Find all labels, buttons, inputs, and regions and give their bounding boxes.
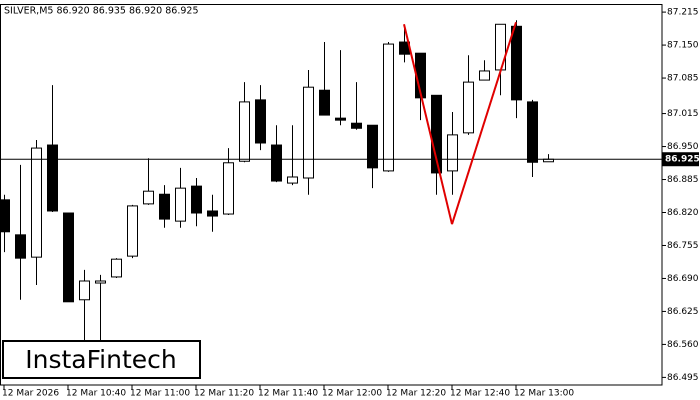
y-tick-label: 87.150 [667,41,699,51]
x-tick-label: 12 Mar 11:00 [130,389,190,399]
candle-body [303,86,314,179]
candle-body [527,101,538,163]
candle-body [447,134,458,172]
x-tick-label: 12 Mar 11:40 [258,389,318,399]
candle-body [63,212,74,303]
y-tick-label: 86.755 [667,241,699,251]
candle-body [479,70,490,81]
candle-body [159,193,170,220]
y-tick-label: 87.015 [667,109,699,119]
candle-body [351,122,362,129]
candle-body [175,187,186,222]
x-tick-label: 12 Mar 12:00 [322,389,382,399]
x-tick-label: 12 Mar 2026 [2,389,59,399]
y-tick-label: 86.885 [667,175,699,185]
x-tick-label: 12 Mar 12:20 [386,389,446,399]
candle-body [511,25,522,101]
y-tick-label: 86.560 [667,340,699,350]
price-label: 86.925 [665,155,700,165]
candle-body [463,81,474,134]
candle-body [15,234,26,259]
candle-body [431,94,442,174]
x-tick-label: 12 Mar 10:40 [66,389,126,399]
chart-title: SILVER,M5 86.920 86.935 86.920 86.925 [4,6,199,17]
x-tick-label: 12 Mar 11:20 [194,389,254,399]
logo-box [2,340,201,379]
candle-body [143,190,154,205]
y-tick-label: 87.085 [667,74,699,84]
pattern-line [403,24,453,225]
candle-body [47,144,58,212]
y-tick-label: 86.495 [667,373,699,383]
y-tick-label: 86.950 [667,142,699,152]
candle-body [335,117,346,121]
watermark: InstaFintech [25,345,177,374]
candle-body [367,124,378,169]
candle-body [95,280,106,284]
candle-body [111,258,122,278]
candle-body [383,43,394,172]
candle-body [191,185,202,214]
y-tick-label: 87.215 [667,8,699,18]
candle-body [271,144,282,182]
logo: InstaFintech [2,340,201,379]
plot-frame [0,4,663,386]
candle-body [31,147,42,258]
candle-body [223,162,234,215]
y-tick-label: 86.820 [667,208,699,218]
candle-body [127,205,138,257]
price-label-box [662,152,699,167]
candle-body [287,176,298,184]
y-tick-label: 86.625 [667,307,699,317]
y-tick-label: 86.690 [667,274,699,284]
x-tick-label: 12 Mar 13:00 [514,389,574,399]
candle-body [255,99,266,144]
candle-body [207,210,218,217]
pattern-line [451,21,517,225]
candle-body [79,280,90,301]
candle-body [319,89,330,116]
candle-body [239,101,250,162]
x-tick-label: 12 Mar 12:40 [450,389,510,399]
candle-body [0,199,10,233]
